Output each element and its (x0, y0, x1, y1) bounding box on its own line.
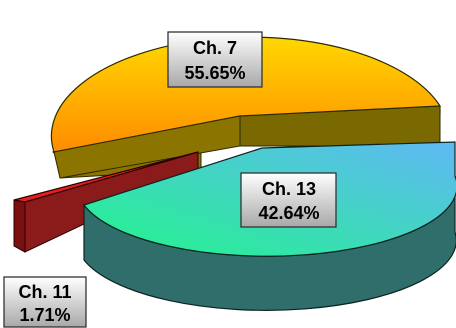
label-ch11-name: Ch. 11 (18, 282, 71, 302)
label-ch11-value: 1.71% (19, 305, 70, 325)
label-ch13-value: 42.64% (258, 203, 319, 223)
label-ch7-name: Ch. 7 (193, 38, 237, 58)
label-ch13: Ch. 13 42.64% (241, 173, 336, 227)
label-ch7: Ch. 7 55.65% (168, 32, 262, 87)
label-ch7-value: 55.65% (184, 63, 245, 83)
label-ch13-name: Ch. 13 (262, 179, 316, 199)
label-ch11: Ch. 11 1.71% (4, 277, 86, 327)
slice-ch11-side (14, 200, 25, 252)
